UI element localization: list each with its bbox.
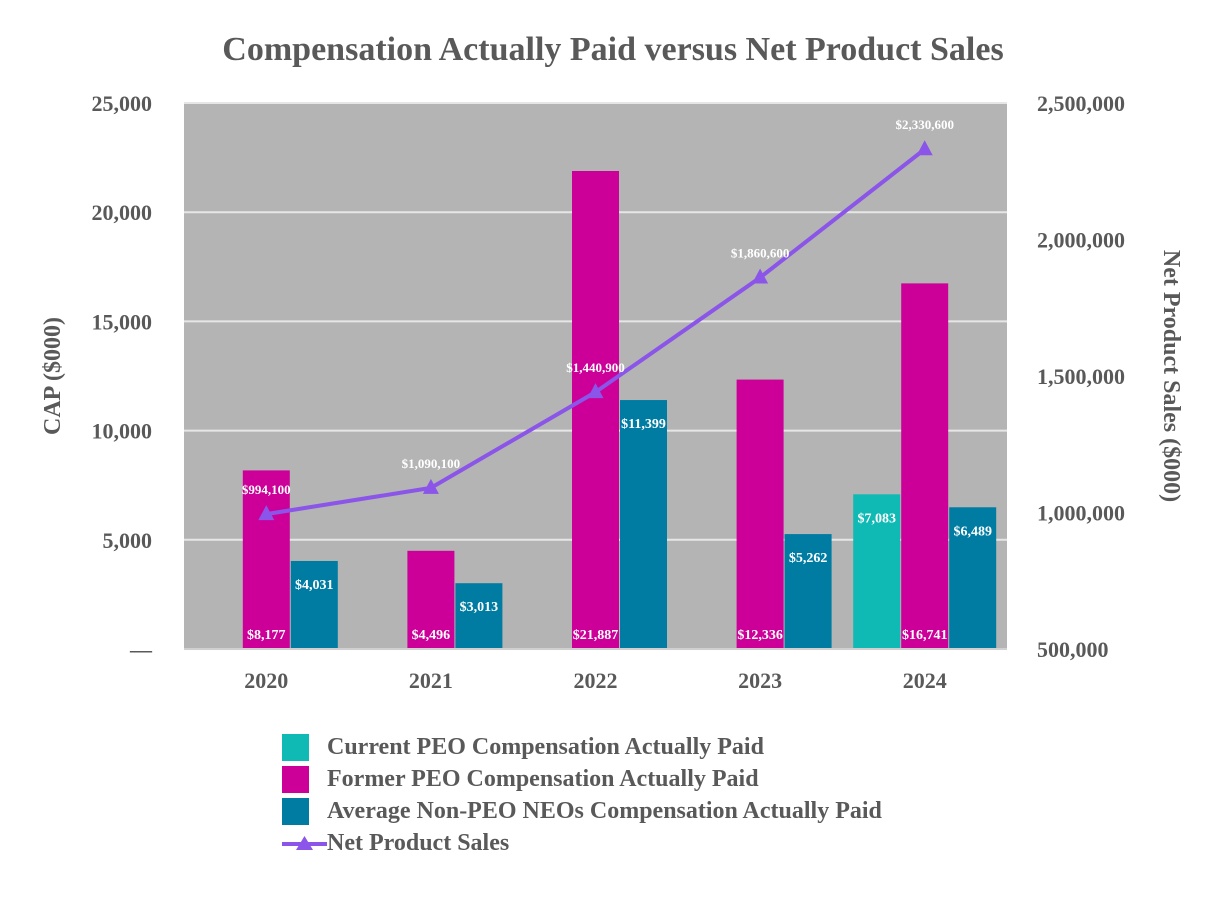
y2-tick-label: 1,000,000 (1037, 501, 1125, 526)
bar (242, 470, 290, 649)
y2-tick-label: 2,000,000 (1037, 228, 1125, 253)
bar (407, 550, 455, 649)
chart-title: Compensation Actually Paid versus Net Pr… (222, 31, 1003, 68)
bar (949, 507, 997, 649)
bar (853, 494, 901, 649)
legend-item-non-peo: Average Non-PEO NEOs Compensation Actual… (282, 795, 882, 827)
net-sales-marker (258, 505, 275, 521)
y-tick-label: 10,000 (92, 419, 153, 444)
bar-data-label: $21,887 (573, 628, 619, 643)
legend-swatch-former-peo (282, 765, 309, 793)
bar-data-label: $7,083 (857, 511, 896, 526)
y2-tick-label: 2,500,000 (1037, 91, 1125, 116)
legend-label-former-peo: Former PEO Compensation Actually Paid (327, 765, 759, 792)
bar (784, 534, 832, 649)
bar-data-label: $16,741 (902, 628, 948, 643)
net-sales-marker (422, 478, 439, 494)
net-sales-marker (587, 383, 604, 399)
bar-data-label: $5,262 (789, 551, 828, 566)
net-sales-data-label: $1,090,100 (402, 456, 461, 471)
x-tick-label: 2024 (903, 668, 947, 693)
legend-item-current-peo: Current PEO Compensation Actually Paid (282, 731, 882, 763)
x-tick-label: 2022 (574, 668, 618, 693)
bar (901, 283, 949, 649)
bar-data-label: $3,013 (460, 600, 499, 615)
bar-data-label: $4,496 (412, 628, 451, 643)
legend-label-current-peo: Current PEO Compensation Actually Paid (327, 733, 764, 760)
legend-item-former-peo: Former PEO Compensation Actually Paid (282, 763, 882, 795)
net-sales-marker (752, 268, 769, 284)
y-tick-label: — (129, 637, 153, 662)
legend-swatch-current-peo (282, 733, 309, 761)
legend-item-net-sales: Net Product Sales (282, 827, 882, 859)
x-tick-label: 2020 (244, 668, 288, 693)
bar-data-label: $11,399 (621, 417, 666, 432)
bar (455, 583, 503, 649)
bar-data-label: $6,489 (953, 524, 992, 539)
y2-tick-label: 500,000 (1037, 637, 1109, 662)
net-sales-marker (916, 140, 933, 156)
y2-axis-title: Net Product Sales ($000) (1158, 250, 1184, 502)
legend: Current PEO Compensation Actually Paid F… (282, 731, 882, 859)
y-tick-label: 25,000 (92, 91, 153, 116)
bar (620, 400, 667, 649)
legend-label-non-peo: Average Non-PEO NEOs Compensation Actual… (327, 797, 882, 824)
y2-tick-label: 1,500,000 (1037, 364, 1125, 389)
legend-swatch-non-peo (282, 797, 309, 825)
bar-data-label: $8,177 (247, 628, 286, 643)
bar (736, 379, 784, 649)
bar (572, 170, 619, 649)
legend-line-swatch (282, 835, 327, 850)
net-sales-data-label: $1,440,900 (566, 360, 625, 375)
x-tick-label: 2021 (409, 668, 453, 693)
y-tick-label: 20,000 (92, 200, 153, 225)
net-sales-data-label: $2,330,600 (895, 117, 954, 132)
net-sales-data-label: $994,100 (242, 482, 291, 497)
y-axis-title: CAP ($000) (40, 317, 66, 435)
bar (290, 560, 338, 649)
y-tick-label: 5,000 (103, 528, 153, 553)
legend-label-net-sales: Net Product Sales (327, 829, 510, 856)
bar-data-label: $4,031 (295, 578, 334, 593)
bar-data-label: $12,336 (737, 628, 783, 643)
net-sales-data-label: $1,860,600 (731, 246, 790, 261)
x-tick-label: 2023 (738, 668, 782, 693)
y-tick-label: 15,000 (92, 309, 153, 334)
